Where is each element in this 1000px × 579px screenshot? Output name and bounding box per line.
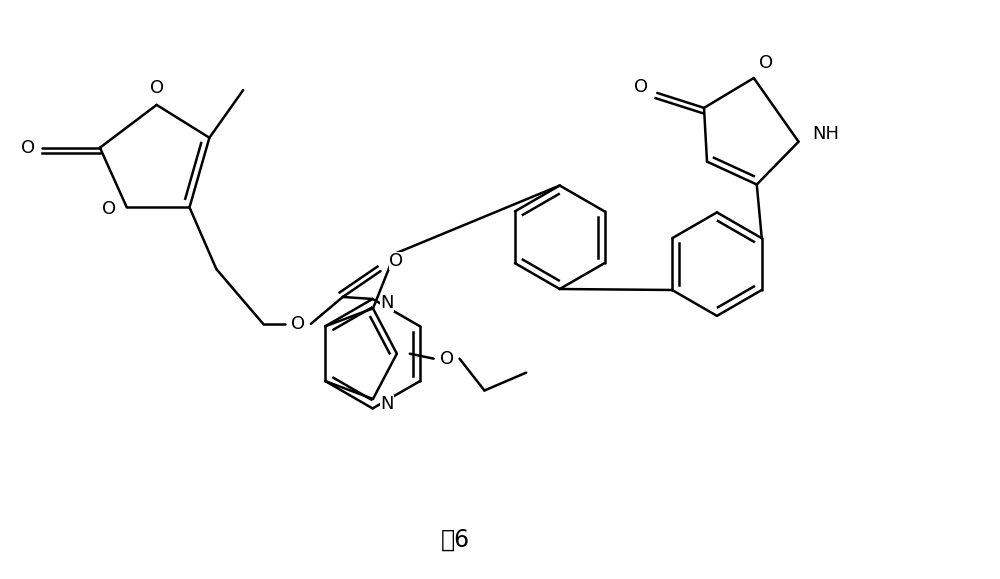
Text: O: O	[21, 139, 35, 157]
Text: O: O	[291, 315, 305, 333]
Text: O: O	[102, 200, 116, 218]
Text: O: O	[634, 78, 648, 96]
Text: O: O	[389, 252, 404, 270]
Text: O: O	[440, 350, 454, 368]
Text: NH: NH	[812, 124, 839, 143]
Text: O: O	[150, 79, 164, 97]
Text: 式6: 式6	[441, 528, 470, 552]
Text: O: O	[759, 54, 773, 72]
Text: N: N	[380, 295, 394, 313]
Text: N: N	[380, 395, 394, 413]
